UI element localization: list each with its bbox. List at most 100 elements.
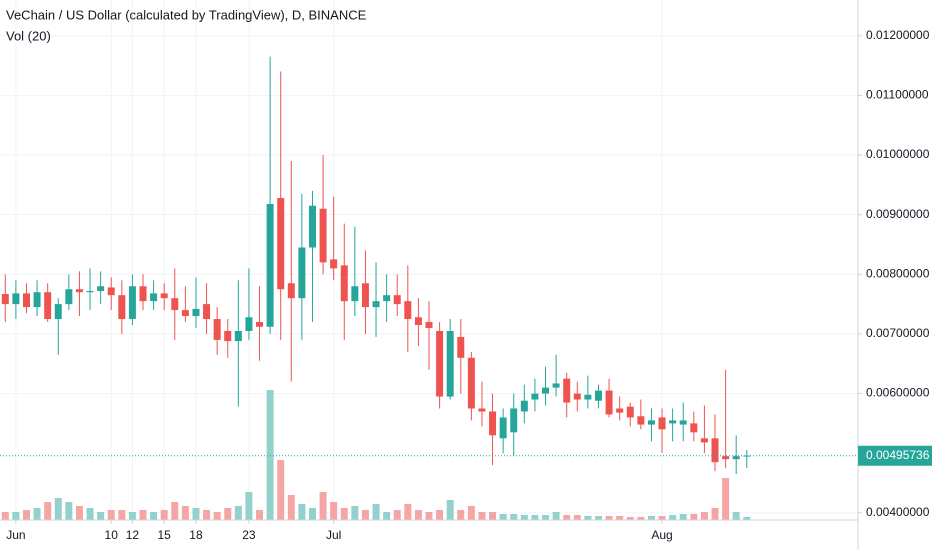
volume-bar bbox=[319, 492, 327, 520]
volume-bar bbox=[383, 512, 391, 520]
volume-bar bbox=[542, 515, 550, 520]
candle-body bbox=[308, 205, 316, 248]
y-tick-label: 0.00400000 bbox=[866, 505, 930, 519]
y-tick-label: 0.00900000 bbox=[866, 207, 930, 221]
candle-body bbox=[489, 411, 497, 436]
volume-bar bbox=[404, 504, 412, 520]
volume-bar bbox=[425, 512, 433, 520]
y-tick-label: 0.00700000 bbox=[866, 326, 930, 340]
candle-body bbox=[361, 283, 369, 308]
candle-body bbox=[213, 319, 221, 340]
volume-bar bbox=[510, 514, 518, 520]
volume-bar bbox=[520, 515, 528, 520]
candle-body bbox=[340, 265, 348, 302]
candle-body bbox=[467, 357, 475, 409]
volume-bar bbox=[256, 510, 264, 520]
x-tick-label: 15 bbox=[158, 528, 172, 542]
volume-bar bbox=[287, 495, 295, 520]
volume-bar bbox=[12, 512, 20, 520]
candle-body bbox=[86, 291, 94, 293]
volume-bar bbox=[669, 515, 677, 520]
volume-bar bbox=[107, 510, 115, 520]
candle-body bbox=[393, 295, 401, 305]
volume-bar bbox=[732, 512, 740, 520]
candle-body bbox=[542, 387, 550, 394]
candle-body bbox=[65, 289, 73, 305]
volume-bar bbox=[446, 500, 454, 520]
volume-bar bbox=[563, 515, 571, 520]
volume-bar bbox=[308, 508, 316, 520]
candle-body bbox=[594, 390, 602, 401]
x-tick-label: 23 bbox=[242, 528, 256, 542]
volume-bar bbox=[690, 514, 698, 520]
volume-bar bbox=[160, 510, 168, 520]
volume-bar bbox=[65, 502, 73, 520]
volume-bar bbox=[414, 510, 422, 520]
candle-body bbox=[107, 287, 115, 296]
volume-bar bbox=[679, 514, 687, 520]
candle-body bbox=[256, 322, 264, 327]
candle-body bbox=[150, 293, 158, 302]
volume-bar bbox=[573, 515, 581, 520]
volume-bar bbox=[552, 512, 560, 520]
candle-body bbox=[573, 393, 581, 400]
candle-body bbox=[520, 400, 528, 412]
candle-body bbox=[404, 301, 412, 320]
candle-body bbox=[383, 295, 391, 302]
volume-bar bbox=[489, 512, 497, 520]
x-tick-label: Jun bbox=[6, 528, 25, 542]
volume-bar bbox=[181, 506, 189, 520]
volume-bar bbox=[97, 512, 105, 520]
candle-body bbox=[552, 383, 560, 388]
volume-bar bbox=[213, 512, 221, 520]
volume-bar bbox=[118, 510, 126, 520]
volume-bar bbox=[467, 506, 475, 520]
volume-bar bbox=[139, 510, 147, 520]
volume-bar bbox=[658, 516, 666, 520]
candle-body bbox=[277, 197, 285, 290]
y-tick-label: 0.00600000 bbox=[866, 386, 930, 400]
volume-bar bbox=[75, 506, 83, 520]
x-tick-label: 12 bbox=[126, 528, 140, 542]
volume-bar bbox=[245, 492, 253, 520]
candle-body bbox=[690, 423, 698, 433]
candle-body bbox=[266, 203, 274, 327]
volume-bar bbox=[393, 510, 401, 520]
y-tick-label: 0.01200000 bbox=[866, 28, 930, 42]
chart-title: VeChain / US Dollar (calculated by Tradi… bbox=[6, 7, 367, 22]
candle-body bbox=[414, 317, 422, 325]
candle-body bbox=[425, 322, 433, 328]
y-tick-label: 0.01000000 bbox=[866, 147, 930, 161]
volume-bar bbox=[594, 516, 602, 520]
candle-body bbox=[626, 406, 634, 418]
candle-body bbox=[372, 301, 380, 308]
candle-body bbox=[22, 293, 30, 308]
volume-bar bbox=[531, 515, 539, 520]
candle-body bbox=[33, 292, 41, 308]
candle-body bbox=[446, 330, 454, 397]
last-price-box bbox=[858, 445, 932, 466]
candle-body bbox=[669, 420, 677, 424]
candle-body bbox=[658, 417, 666, 430]
candle-body bbox=[351, 286, 359, 302]
volume-bar bbox=[171, 502, 179, 520]
candle-body bbox=[700, 438, 708, 443]
candle-body bbox=[75, 289, 83, 293]
x-tick-label: 10 bbox=[105, 528, 119, 542]
volume-bar bbox=[33, 508, 41, 520]
candle-body bbox=[679, 420, 687, 425]
x-tick-label: 18 bbox=[189, 528, 203, 542]
candle-body bbox=[160, 293, 168, 299]
candle-body bbox=[637, 416, 645, 425]
volume-bar bbox=[637, 517, 645, 520]
volume-bar bbox=[340, 508, 348, 520]
candle-body bbox=[732, 456, 740, 460]
volume-bar bbox=[605, 516, 613, 520]
candle-body bbox=[12, 293, 20, 305]
candle-body bbox=[711, 438, 719, 463]
candle-body bbox=[128, 286, 136, 320]
volume-bar bbox=[203, 510, 211, 520]
volume-bar bbox=[361, 510, 369, 520]
volume-bar bbox=[499, 514, 507, 520]
last-price-label: 0.00495736 bbox=[866, 448, 930, 462]
